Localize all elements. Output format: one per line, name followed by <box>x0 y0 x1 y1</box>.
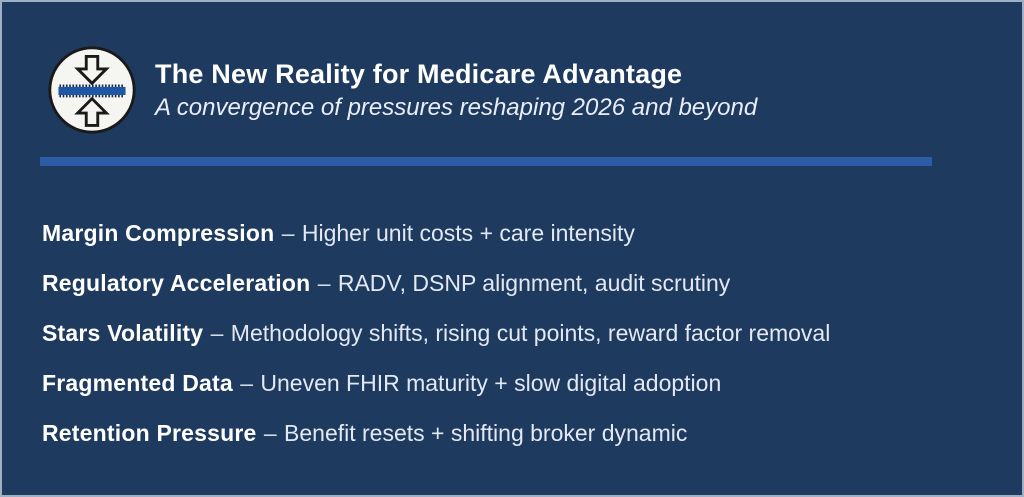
header: The New Reality for Medicare Advantage A… <box>2 2 1022 136</box>
list-item: Retention Pressure – Benefit resets + shif… <box>42 408 1022 458</box>
accent-divider <box>40 157 932 166</box>
item-separator: – <box>210 320 224 346</box>
item-label: Margin Compression <box>42 220 275 246</box>
item-separator: – <box>317 270 331 296</box>
item-label: Stars Volatility <box>42 320 204 346</box>
item-description: Methodology shifts, rising cut points, r… <box>230 320 831 346</box>
pressure-list: Margin Compression – Higher unit costs + c… <box>42 208 1022 458</box>
list-item: Margin Compression – Higher unit costs + c… <box>42 208 1022 258</box>
header-text: The New Reality for Medicare Advantage A… <box>155 58 757 122</box>
item-description: Higher unit costs + care intensity <box>301 220 635 246</box>
item-description: RADV, DSNP alignment, audit scrutiny <box>337 270 731 296</box>
item-description: Benefit resets + shifting broker dynamic <box>284 420 688 446</box>
item-label: Fragmented Data <box>42 370 233 396</box>
item-label: Regulatory Acceleration <box>42 270 311 296</box>
item-separator: – <box>263 420 277 446</box>
item-description: Uneven FHIR maturity + slow digital adop… <box>260 370 722 396</box>
item-separator: – <box>240 370 254 396</box>
list-item: Stars Volatility – Methodology shifts, ris… <box>42 308 1022 358</box>
page-subtitle: A convergence of pressures reshaping 202… <box>155 94 758 121</box>
item-separator: – <box>281 220 295 246</box>
list-item: Regulatory Acceleration – RADV, DSNP align… <box>42 258 1022 308</box>
page-title: The New Reality for Medicare Advantage <box>155 59 683 89</box>
list-item: Fragmented Data – Uneven FHIR maturity + s… <box>42 358 1022 408</box>
item-label: Retention Pressure <box>42 420 257 446</box>
compression-arrows-icon <box>46 44 138 136</box>
